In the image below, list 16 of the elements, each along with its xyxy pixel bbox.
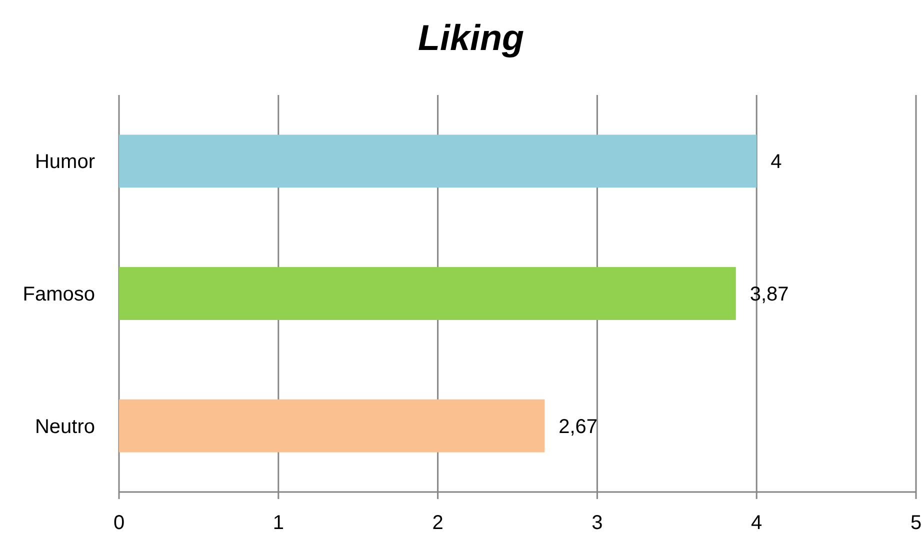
x-tick-label: 1 xyxy=(272,512,284,534)
data-label: 2,67 xyxy=(558,416,598,438)
bar xyxy=(119,134,757,188)
x-tick-label: 3 xyxy=(592,512,603,534)
bar xyxy=(119,267,736,320)
data-label: 4 xyxy=(770,151,782,174)
y-tick-label: Neutro xyxy=(34,416,95,438)
chart-title: Liking xyxy=(418,17,524,58)
y-tick-label: Humor xyxy=(34,151,96,174)
x-tick-label: 5 xyxy=(910,512,922,534)
data-label: 3,87 xyxy=(750,284,789,306)
bar xyxy=(119,399,545,452)
x-tick-label: 0 xyxy=(113,512,125,534)
x-tick-label: 2 xyxy=(432,512,444,534)
x-tick-label: 4 xyxy=(751,512,762,534)
y-tick-label: Famoso xyxy=(22,284,95,306)
